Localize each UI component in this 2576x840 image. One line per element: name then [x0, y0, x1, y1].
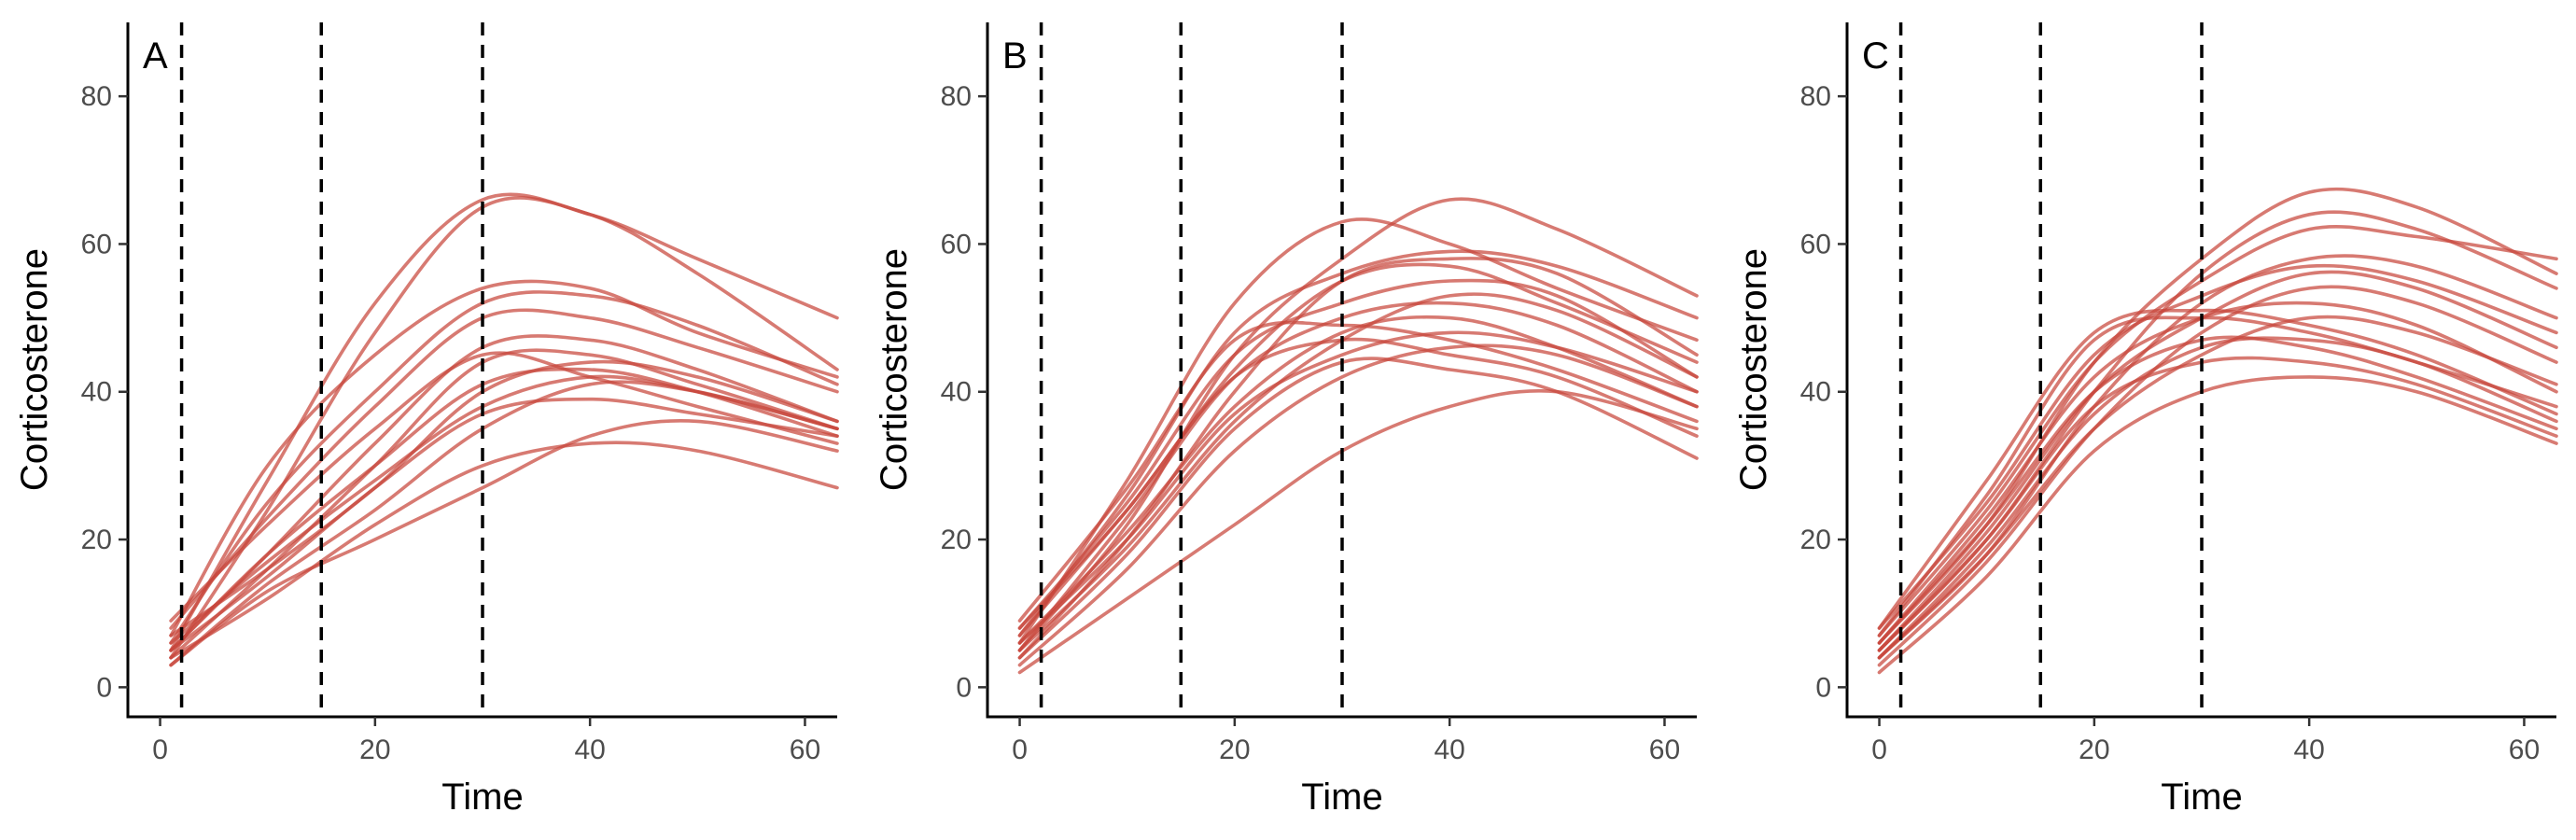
y-tick-label: 40 — [941, 377, 972, 408]
y-tick-label: 80 — [81, 81, 112, 112]
series-line — [169, 192, 839, 652]
series-line — [1877, 301, 2558, 645]
chart-panel-a: 0 20 40 60 80 0 20 40 60 Time Corticosterone A — [14, 22, 839, 818]
series-line — [169, 397, 839, 652]
series-line — [169, 351, 839, 623]
x-tick-label: 0 — [1012, 735, 1028, 765]
series-line — [169, 290, 839, 645]
series-line — [1877, 336, 2558, 660]
y-tick-label: 40 — [81, 377, 112, 408]
series-line — [1877, 356, 2558, 652]
series-line — [1877, 285, 2558, 667]
x-tick-label: 20 — [1219, 735, 1250, 765]
series-line — [1017, 197, 1699, 652]
chart-panel-b: 0 20 40 60 80 0 20 40 60 Time Corticosterone B — [874, 22, 1699, 818]
y-tick-label: 20 — [1800, 525, 1831, 555]
y-tick-label: 60 — [81, 229, 112, 259]
x-tick-label: 40 — [2293, 735, 2324, 765]
series-line — [1877, 187, 2558, 645]
y-tick-label: 60 — [1800, 229, 1831, 259]
series-line — [1877, 270, 2558, 652]
y-tick-label: 80 — [1800, 81, 1831, 112]
y-tick-label: 60 — [941, 229, 972, 259]
series-line — [169, 308, 839, 630]
y-tick-label: 0 — [1815, 672, 1831, 703]
y-axis-title: Corticosterone — [874, 248, 915, 491]
x-tick-label: 20 — [2079, 735, 2109, 765]
x-axis-title: Time — [1301, 777, 1382, 818]
series-line — [1877, 315, 2558, 660]
series-line — [1877, 335, 2558, 645]
series-line — [169, 334, 839, 652]
x-axis-title: Time — [2161, 777, 2242, 818]
series-line — [1877, 308, 2558, 630]
x-tick-label: 20 — [359, 735, 390, 765]
y-axis-title: Corticosterone — [14, 248, 55, 491]
y-tick-label: 20 — [941, 525, 972, 555]
series-line — [1877, 263, 2558, 630]
series-line — [1017, 262, 1699, 630]
y-tick-label: 0 — [956, 672, 972, 703]
series-line — [169, 419, 839, 667]
x-tick-label: 60 — [1649, 735, 1680, 765]
series-line — [1877, 224, 2558, 637]
series-line — [1017, 217, 1699, 645]
series-line — [1017, 330, 1699, 645]
x-tick-label: 40 — [574, 735, 605, 765]
series-line — [169, 367, 839, 652]
x-tick-label: 40 — [1434, 735, 1464, 765]
series-line — [1877, 315, 2558, 637]
series-line — [1017, 320, 1699, 623]
series-line — [169, 196, 839, 660]
series-line — [1017, 301, 1699, 652]
series-line — [1017, 249, 1699, 637]
chart-panel-c: 0 20 40 60 80 0 20 40 60 Time Corticosterone C — [1733, 22, 2558, 818]
x-tick-label: 60 — [2509, 735, 2540, 765]
series-line — [169, 279, 839, 637]
panel-label: A — [143, 35, 168, 77]
series-line — [1017, 343, 1699, 667]
x-tick-label: 60 — [790, 735, 820, 765]
x-tick-label: 0 — [1871, 735, 1887, 765]
y-tick-label: 80 — [941, 81, 972, 112]
panel-label: B — [1002, 35, 1028, 77]
series-line — [1877, 375, 2558, 675]
y-tick-label: 40 — [1800, 377, 1831, 408]
series-line — [169, 441, 839, 660]
y-axis-title: Corticosterone — [1733, 248, 1774, 491]
x-tick-label: 0 — [152, 735, 168, 765]
x-axis-title: Time — [441, 777, 523, 818]
y-tick-label: 20 — [81, 525, 112, 555]
y-tick-label: 0 — [96, 672, 112, 703]
series-line — [1017, 278, 1699, 630]
series-line — [1017, 292, 1699, 652]
panel-label: C — [1862, 35, 1889, 77]
